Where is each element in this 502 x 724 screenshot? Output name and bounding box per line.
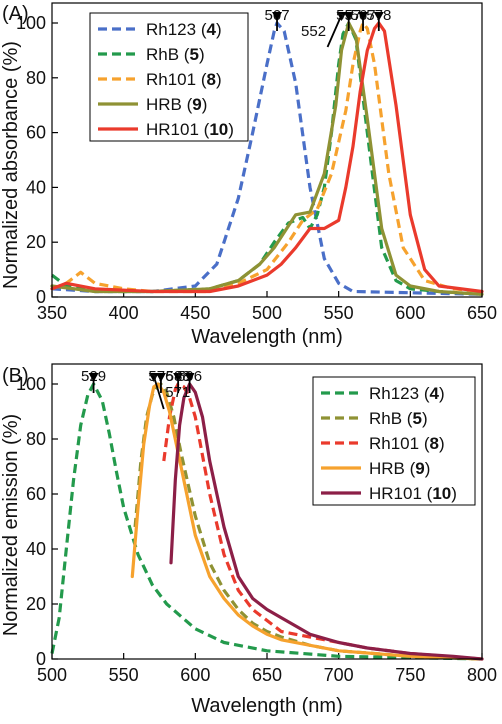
panel-a-grid-ticks: 350 400 450 500 550 600 650 0 20 40 60 80 100 [16, 13, 497, 323]
panel-b-plot-frame [51, 363, 483, 660]
x-tick-label: 700 [324, 665, 354, 685]
legend-entry: HRB (9) [369, 459, 430, 478]
peak-arrow-head [88, 373, 99, 382]
legend-box [312, 376, 476, 506]
series-line-rh123-4 [50, 382, 483, 661]
x-tick-label: 450 [180, 303, 210, 323]
series-line-hr101-10 [169, 382, 484, 661]
peak-arrow-head [173, 373, 184, 382]
series-line-hrb-9 [130, 382, 484, 661]
series-line-hrb-9 [50, 21, 484, 296]
y-tick-label: 100 [16, 374, 46, 394]
peak-annotation-label: 552 [301, 23, 326, 40]
legend-entry: RhB (5) [369, 409, 428, 428]
x-tick-label: 350 [37, 303, 67, 323]
peak-arrow-head [272, 12, 283, 21]
panel-b-legend: Rh123 (4) RhB (5) Rh101 (8) HRB (9) HR101 (1… [312, 376, 476, 506]
legend-entry: Rh101 (8) [146, 70, 222, 89]
y-tick-label: 20 [26, 232, 46, 252]
peak-arrow-head [184, 373, 195, 382]
x-tick-label: 550 [109, 665, 139, 685]
y-tick-label: 0 [36, 287, 46, 307]
panel-b-series [50, 382, 484, 661]
x-tick-label: 750 [395, 665, 425, 685]
series-line-rh101-8 [51, 21, 483, 294]
panel-b-label: (B) [2, 365, 29, 387]
panel-a-series [50, 21, 484, 296]
peak-arrow-head [358, 12, 369, 21]
x-tick-label: 500 [37, 665, 67, 685]
legend-entry: HRB (9) [146, 95, 207, 114]
legend-entry: Rh101 (8) [369, 434, 445, 453]
x-tick-label: 400 [109, 303, 139, 323]
y-tick-label: 100 [16, 13, 46, 33]
panel-a-plot-frame [51, 2, 483, 298]
legend-entry: RhB (5) [146, 45, 205, 64]
x-tick-label: 650 [252, 665, 282, 685]
panel-a: (A) 350 400 450 500 550 600 650 0 20 40 60 80 100 50… [0, 2, 497, 348]
x-tick-label: 500 [252, 303, 282, 323]
legend-entry: HR101 (10) [369, 484, 457, 503]
y-tick-label: 80 [26, 429, 46, 449]
panel-b-y-axis-label: Normalized emission (%) [0, 414, 22, 636]
y-tick-label: 40 [26, 177, 46, 197]
panel-a-annotations: 507552557567578 [265, 7, 391, 48]
panel-b: (B) 500 550 600 650 700 750 800 0 20 40 60 80 100 52… [0, 363, 497, 717]
series-line-hr101-10 [50, 21, 484, 294]
panel-a-legend: Rh123 (4) RhB (5) Rh101 (8) HRB (9) HR101 (1… [89, 12, 249, 142]
x-tick-label: 600 [395, 303, 425, 323]
y-tick-label: 60 [26, 484, 46, 504]
panel-a-label: (A) [2, 3, 29, 25]
y-tick-label: 20 [26, 594, 46, 614]
peak-arrow-head [148, 373, 159, 382]
y-tick-label: 60 [26, 123, 46, 143]
panel-b-annotations: 529571576588596 [81, 368, 202, 410]
legend-entry: Rh123 (4) [146, 20, 222, 39]
series-line-rh123-4 [51, 21, 483, 296]
x-tick-label: 550 [324, 303, 354, 323]
y-tick-label: 0 [36, 649, 46, 669]
panel-b-grid-ticks: 500 550 600 650 700 750 800 0 20 40 60 80 100 [16, 374, 497, 685]
y-tick-label: 40 [26, 539, 46, 559]
x-tick-label: 800 [467, 665, 497, 685]
panel-b-x-axis-label: Wavelength (nm) [191, 695, 343, 717]
panel-a-y-axis-label: Normalized absorbance (%) [0, 41, 22, 289]
peak-arrow-shaft [152, 375, 165, 410]
peak-arrow-head [373, 12, 384, 21]
peak-arrow-head [336, 12, 347, 21]
peak-arrow-shaft [326, 14, 343, 48]
legend-entry: HR101 (10) [146, 120, 234, 139]
peak-arrow-head [343, 12, 354, 21]
x-tick-label: 650 [467, 303, 497, 323]
x-tick-label: 600 [180, 665, 210, 685]
panel-a-x-axis-label: Wavelength (nm) [191, 326, 343, 348]
y-tick-label: 80 [26, 68, 46, 88]
peak-arrow-head [155, 373, 166, 382]
legend-entry: Rh123 (4) [369, 384, 445, 403]
legend-box [89, 12, 249, 142]
